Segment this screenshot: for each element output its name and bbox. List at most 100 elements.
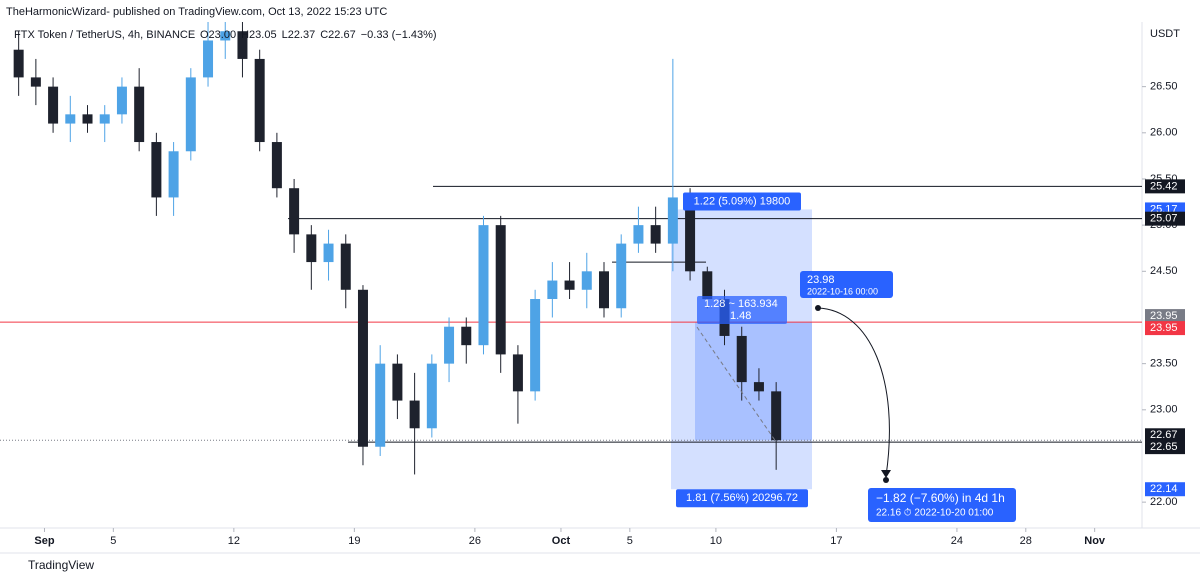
candle-body (409, 400, 420, 429)
label: 1.22 (5.09%) 19800 (694, 195, 791, 207)
label-box (683, 192, 801, 211)
candle-body (616, 243, 627, 309)
candle-body (685, 197, 696, 272)
candle-body (220, 31, 231, 41)
x-tick-label: 17 (830, 535, 842, 547)
y-tick-label: 23.50 (1150, 358, 1178, 370)
ohlc-value: C22.67 (320, 29, 355, 41)
price-label: 23.95 (1150, 322, 1178, 334)
candle-body (30, 77, 41, 87)
candle-body (185, 77, 196, 152)
price-label-box (1145, 211, 1185, 226)
candle-body (753, 382, 764, 392)
candle-body (581, 271, 592, 290)
price-label-box (1145, 309, 1185, 324)
y-tick-label: 26.00 (1150, 127, 1178, 139)
footer: TradingView (28, 558, 94, 572)
candle-body (530, 299, 541, 392)
label: 1.48 (730, 310, 751, 322)
label-box (697, 296, 787, 324)
candle-body (289, 188, 300, 235)
overlay: 1.22 (5.09%) 19800 1.81 (7.56%) 20296.72 1… (676, 192, 1016, 522)
candle-body (13, 49, 24, 78)
candle-body (633, 225, 644, 244)
x-tick-label: 5 (110, 535, 116, 547)
projection-text: 22.16 ⏱ 2022-10-20 01:00 (876, 508, 994, 519)
price-label: 25.07 (1150, 213, 1178, 225)
label-box (676, 489, 808, 508)
candle-body (495, 225, 506, 355)
price-label-box (1145, 428, 1185, 443)
candle-body (151, 142, 162, 198)
ohlc-value: L22.37 (282, 29, 316, 41)
candle-body (323, 243, 334, 263)
callout-box (800, 271, 893, 298)
header: TheHarmonicWizard- published on TradingV… (6, 6, 387, 18)
candle-body (237, 31, 248, 59)
label: 1.81 (7.56%) 20296.72 (686, 492, 798, 504)
projection-arrow (817, 307, 890, 477)
y-tick-label: 26.50 (1150, 81, 1178, 93)
price-label: 22.65 (1150, 441, 1178, 453)
ohlc-value: −0.33 (−1.43%) (361, 29, 437, 41)
candle-body (48, 86, 59, 124)
symbol: FTX Token / TetherUS, 4h, BINANCE (14, 29, 195, 41)
candle-body (82, 114, 93, 124)
y-tick-label: 23.00 (1150, 404, 1178, 416)
candle-body (357, 289, 368, 447)
x-tick-label: Oct (552, 535, 571, 547)
price-label: 23.95 (1150, 310, 1178, 322)
price-label-box (1145, 179, 1185, 194)
candle-body (444, 326, 455, 364)
candle-body (392, 363, 403, 401)
candle-body (306, 234, 317, 263)
plot (0, 22, 1142, 490)
position-inner (695, 322, 812, 441)
candle-body (340, 243, 351, 290)
anchor (883, 477, 889, 483)
y-tick-label: 22.00 (1150, 496, 1178, 508)
price-label-box (1145, 482, 1185, 497)
candle-body (271, 142, 282, 189)
price-label-box (1145, 440, 1185, 455)
price-label: 22.67 (1150, 429, 1178, 441)
projection-text: −1.82 (−7.60%) in 4d 1h (876, 491, 1005, 505)
x-tick-label: 19 (348, 535, 360, 547)
x-tick-label: 12 (228, 535, 240, 547)
x-tick-label: Sep (34, 535, 54, 547)
price-label-box (1145, 321, 1185, 336)
candle-body (203, 40, 214, 78)
x-tick-label: 28 (1020, 535, 1032, 547)
trend (696, 326, 776, 441)
candle-body (134, 86, 145, 143)
candle-body (116, 86, 127, 115)
x-tick-label: 24 (951, 535, 963, 547)
x-tick-label: Nov (1084, 535, 1106, 547)
candle-body (512, 354, 523, 392)
candle-body (426, 363, 437, 429)
candle-body (564, 280, 575, 290)
ohlc-value: O23.00 (200, 29, 236, 41)
candle-body (478, 225, 489, 346)
y-tick-label: 24.50 (1150, 265, 1178, 277)
candle-body (461, 326, 472, 346)
candle-body (65, 114, 76, 124)
candle-body (650, 225, 661, 244)
candle-body (168, 151, 179, 198)
candle-body (771, 391, 782, 441)
candle-body (667, 197, 678, 244)
candle-body (702, 271, 713, 300)
callout-price: 23.98 (807, 274, 835, 286)
label: 1.28 ~ 163.934 (704, 298, 778, 310)
candle-body (598, 271, 609, 309)
candle-body (99, 114, 110, 124)
candle-body (547, 280, 558, 300)
callout-time: 2022-10-16 00:00 (807, 286, 878, 296)
candle-body (375, 363, 386, 447)
x-tick-label: 26 (469, 535, 481, 547)
projection-box (868, 488, 1016, 522)
arrow-head (881, 470, 891, 478)
price-label: 22.14 (1150, 483, 1178, 495)
candle-body (736, 335, 747, 383)
